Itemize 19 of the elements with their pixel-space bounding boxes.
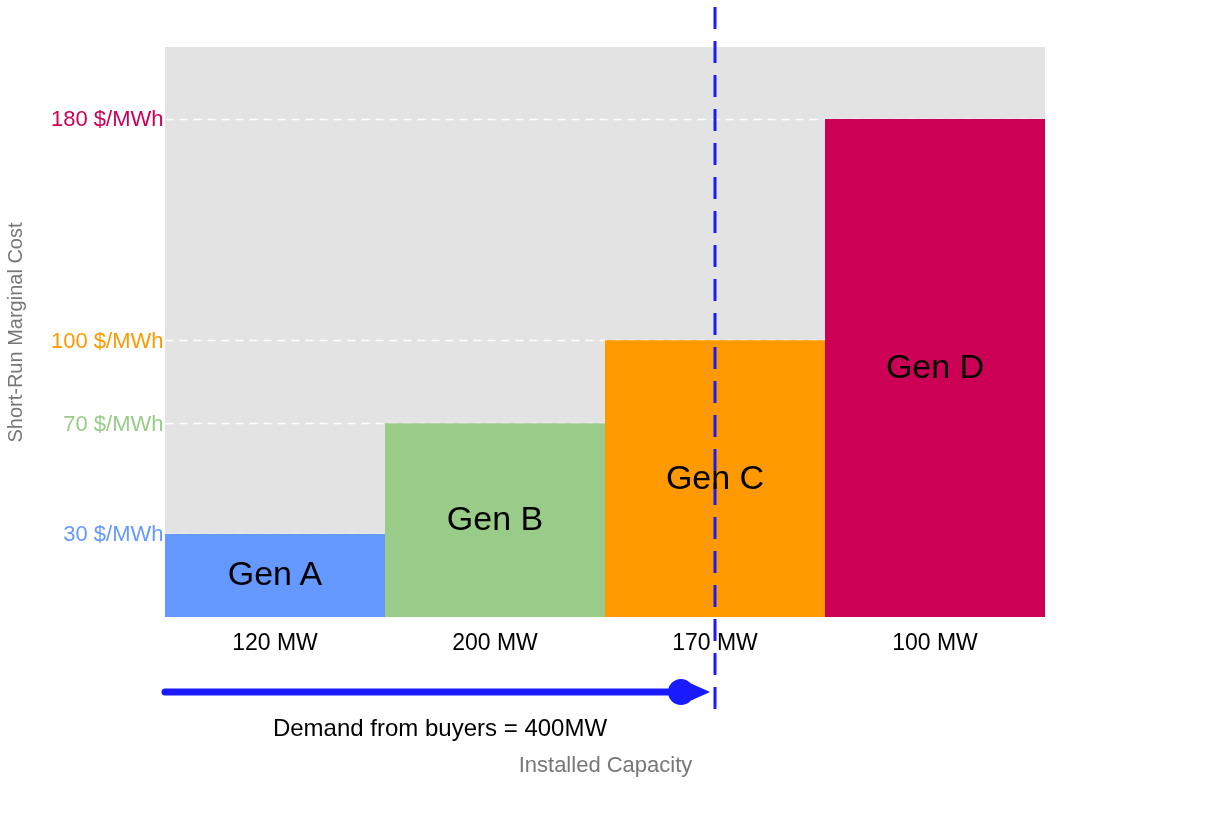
annotation: Gen B [446, 499, 544, 538]
annotation: Gen A [227, 554, 323, 593]
y-tick-label: 180 $/MWh [51, 106, 164, 132]
annotation: Gen C [665, 457, 765, 496]
text: Demand from buyers = 400MW [272, 714, 608, 741]
annotation: Gen D [885, 346, 985, 385]
y-tick-label: 100 $/MWh [51, 327, 164, 353]
x-tick-label: 120 MW [232, 628, 319, 655]
x-axis-title: Installed Capacity [518, 751, 693, 777]
bar [605, 340, 825, 617]
x-tick-label: 100 MW [892, 628, 979, 655]
bar [165, 533, 385, 617]
y-tick-label: 70 $/MWh [63, 410, 164, 436]
y-axis-title: Short-Run Marginal Cost [4, 222, 27, 443]
x-tick-label: 170 MW [672, 628, 759, 655]
y-tick-label: 30 $/MWh [63, 521, 164, 547]
bar [385, 423, 605, 617]
bar [825, 118, 1045, 617]
x-tick-label: 200 MW [452, 628, 539, 655]
